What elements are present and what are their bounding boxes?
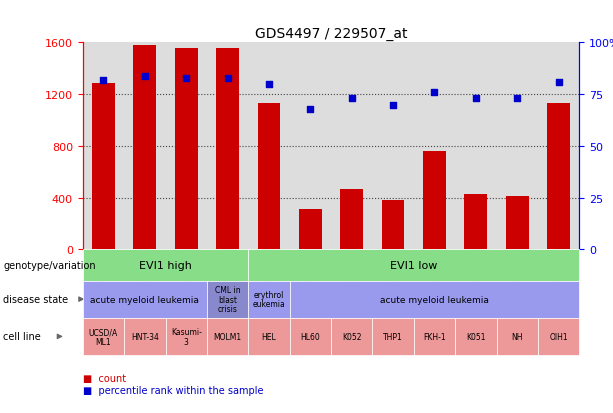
Text: MOLM1: MOLM1 — [213, 332, 242, 341]
Point — [181, 75, 191, 82]
Bar — [299, 210, 322, 250]
Point — [99, 77, 109, 84]
Text: OIH1: OIH1 — [549, 332, 568, 341]
Point — [347, 96, 357, 102]
Text: EVI1 low: EVI1 low — [390, 260, 438, 271]
Bar — [340, 189, 363, 250]
Text: HL60: HL60 — [300, 332, 320, 341]
Bar — [423, 152, 446, 250]
Bar — [506, 196, 528, 250]
Text: HNT-34: HNT-34 — [131, 332, 159, 341]
Point — [512, 96, 522, 102]
Text: K052: K052 — [342, 332, 362, 341]
Text: EVI1 high: EVI1 high — [139, 260, 192, 271]
Text: K051: K051 — [466, 332, 485, 341]
Text: acute myeloid leukemia: acute myeloid leukemia — [90, 295, 199, 304]
Bar — [382, 201, 405, 250]
Text: UCSD/A
ML1: UCSD/A ML1 — [89, 327, 118, 346]
Bar — [92, 83, 115, 250]
Text: disease state: disease state — [3, 294, 68, 304]
Text: acute myeloid leukemia: acute myeloid leukemia — [380, 295, 489, 304]
Text: FKH-1: FKH-1 — [423, 332, 446, 341]
Text: cell line: cell line — [3, 332, 41, 342]
Text: ■  percentile rank within the sample: ■ percentile rank within the sample — [83, 385, 263, 395]
Text: Kasumi-
3: Kasumi- 3 — [171, 327, 202, 346]
Text: HEL: HEL — [262, 332, 276, 341]
Bar — [465, 195, 487, 250]
Point — [305, 106, 315, 113]
Point — [388, 102, 398, 109]
Text: THP1: THP1 — [383, 332, 403, 341]
Point — [471, 96, 481, 102]
Point — [554, 79, 563, 86]
Bar — [547, 104, 570, 250]
Point — [140, 73, 150, 80]
Text: CML in
blast
crisis: CML in blast crisis — [215, 285, 240, 313]
Text: erythrol
eukemia: erythrol eukemia — [253, 290, 285, 309]
Point — [223, 75, 232, 82]
Title: GDS4497 / 229507_at: GDS4497 / 229507_at — [255, 27, 407, 41]
Point — [264, 81, 274, 88]
Bar — [134, 46, 156, 250]
Bar — [175, 48, 197, 250]
Point — [430, 90, 440, 96]
Bar — [257, 104, 280, 250]
Text: NH: NH — [511, 332, 523, 341]
Bar — [216, 49, 239, 250]
Text: ■  count: ■ count — [83, 373, 126, 383]
Text: genotype/variation: genotype/variation — [3, 260, 96, 271]
